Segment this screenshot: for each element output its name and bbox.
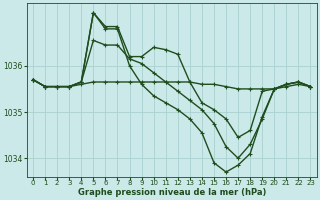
X-axis label: Graphe pression niveau de la mer (hPa): Graphe pression niveau de la mer (hPa) [77,188,266,197]
